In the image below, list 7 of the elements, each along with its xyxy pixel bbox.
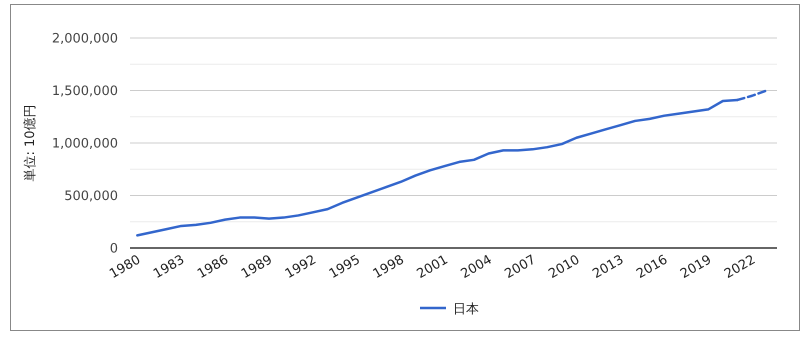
legend-label: 日本 xyxy=(453,302,479,317)
y-tick-label: 0 xyxy=(110,242,118,256)
y-tick-label: 2,000,000 xyxy=(52,32,118,46)
y-axis-title: 単位: 10億円 xyxy=(23,104,38,182)
y-tick-label: 500,000 xyxy=(64,189,118,204)
y-tick-label: 1,500,000 xyxy=(52,84,118,99)
y-tick-label: 1,000,000 xyxy=(52,136,118,152)
